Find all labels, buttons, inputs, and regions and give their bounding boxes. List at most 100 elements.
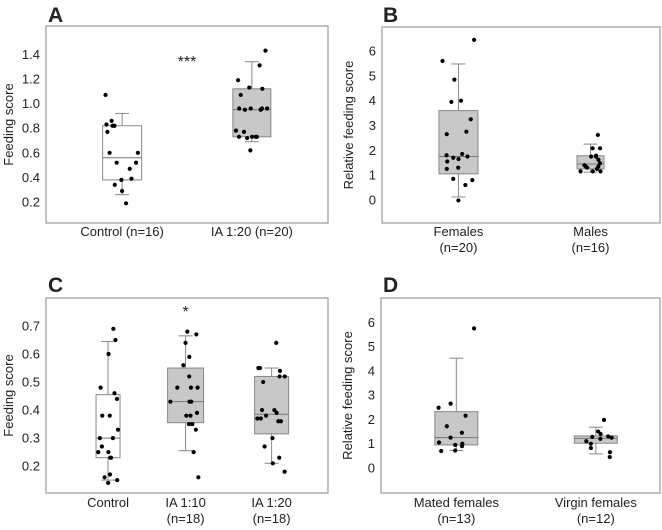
- category-label: IA 1:20 (n=20): [211, 224, 293, 239]
- data-point: [188, 413, 193, 418]
- data-point: [183, 340, 188, 345]
- box-group: [232, 48, 272, 153]
- data-point: [187, 374, 192, 379]
- category-label: IA 1:10: [165, 495, 205, 510]
- data-point: [282, 469, 287, 474]
- data-point: [248, 148, 253, 153]
- y-tick-label: 0: [368, 460, 375, 475]
- data-point: [236, 134, 242, 139]
- data-point: [277, 374, 282, 379]
- data-point: [282, 374, 287, 379]
- data-point: [129, 176, 134, 181]
- data-point: [191, 449, 196, 455]
- data-point: [595, 132, 600, 138]
- data-point: [597, 161, 603, 166]
- data-point: [471, 326, 477, 331]
- category-label: Females: [434, 224, 484, 239]
- y-tick-label: 0.3: [22, 431, 40, 446]
- category-label: (n=16): [572, 240, 610, 255]
- box-group: [576, 132, 605, 174]
- y-tick-label: 6: [368, 315, 375, 330]
- data-point: [448, 401, 453, 406]
- data-point: [123, 201, 129, 206]
- box-group: [102, 92, 143, 206]
- box-iqr: [434, 411, 479, 446]
- data-point: [255, 416, 260, 421]
- panel-c: C 0.2 0.3 0.4 0.5 0.6 0.7 Feeding score Control I…: [1, 274, 329, 526]
- data-point: [270, 461, 275, 466]
- data-point: [113, 337, 118, 343]
- y-tick-label: 1.4: [22, 47, 40, 62]
- data-point: [445, 159, 450, 164]
- data-point: [440, 58, 445, 64]
- data-point: [168, 399, 173, 404]
- data-point: [470, 177, 475, 183]
- data-point: [248, 106, 253, 111]
- data-point: [249, 134, 255, 139]
- y-tick-label: 3: [369, 118, 376, 133]
- data-point: [456, 198, 461, 203]
- data-point: [187, 399, 192, 404]
- data-point: [115, 427, 121, 432]
- y-tick-label: 2: [368, 412, 375, 427]
- data-point: [235, 78, 241, 83]
- data-point: [444, 166, 449, 172]
- data-point: [97, 435, 102, 441]
- data-point: [588, 441, 593, 446]
- data-point: [436, 405, 441, 410]
- data-point: [436, 440, 442, 445]
- category-label: (n=18): [167, 511, 205, 526]
- data-point: [105, 129, 110, 134]
- box-iqr: [232, 88, 272, 138]
- panel-letter: C: [48, 274, 63, 297]
- data-point: [262, 444, 267, 449]
- data-point: [449, 99, 454, 105]
- data-point: [439, 448, 444, 454]
- panel-letter: D: [383, 274, 398, 297]
- data-point: [598, 431, 603, 437]
- data-point: [451, 176, 456, 181]
- significance-marker: ***: [178, 54, 197, 71]
- data-point: [107, 472, 113, 477]
- data-point: [114, 160, 119, 165]
- data-point: [194, 410, 200, 415]
- data-point: [241, 129, 247, 134]
- data-point: [460, 151, 465, 157]
- data-point: [114, 396, 120, 401]
- y-tick-label: 0.8: [22, 121, 40, 136]
- box-group: [438, 37, 479, 203]
- y-tick-label: 0.6: [22, 145, 40, 160]
- significance-marker: *: [182, 304, 188, 321]
- category-label: (n=13): [437, 511, 475, 526]
- data-point: [452, 77, 457, 82]
- category-label: Males: [573, 224, 608, 239]
- data-point: [590, 169, 595, 174]
- box-group: [434, 326, 479, 454]
- data-point: [257, 365, 263, 371]
- data-point: [109, 118, 114, 123]
- box-group: [95, 326, 121, 486]
- data-point: [590, 434, 595, 440]
- data-point: [102, 475, 107, 480]
- data-point: [187, 354, 192, 359]
- data-point: [135, 150, 140, 155]
- data-point: [111, 326, 116, 331]
- y-tick-label: 4: [369, 93, 376, 108]
- data-point: [106, 351, 111, 357]
- box-group: [254, 340, 290, 474]
- data-point: [106, 480, 111, 486]
- data-point: [465, 154, 470, 159]
- category-label: (n=12): [577, 511, 615, 526]
- data-point: [190, 421, 195, 427]
- data-point: [448, 435, 453, 440]
- category-label: Control: [87, 495, 129, 510]
- data-point: [253, 134, 258, 139]
- data-point: [263, 413, 269, 418]
- y-tick-label: 0.4: [22, 403, 40, 418]
- y-tick-label: 1.0: [22, 96, 40, 111]
- category-label: Mated females: [414, 495, 500, 510]
- box-group: [167, 329, 205, 480]
- data-point: [119, 188, 125, 194]
- data-point: [444, 132, 449, 137]
